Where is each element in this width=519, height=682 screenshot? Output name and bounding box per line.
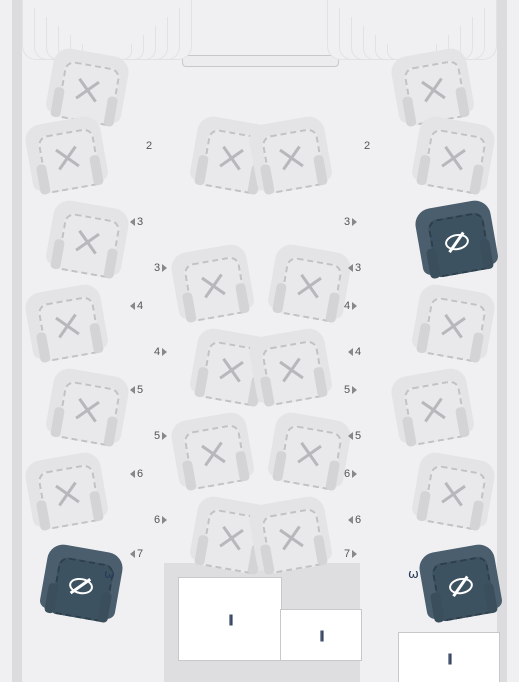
seat-3K[interactable] [422, 207, 494, 288]
row-label: 3 [348, 262, 361, 274]
seat-4A[interactable] [32, 291, 104, 372]
stairs [327, 0, 497, 60]
blocked-icon [68, 576, 94, 596]
row-label: 4 [154, 346, 167, 358]
seat-4G[interactable] [256, 335, 328, 416]
row-label: 5 [344, 384, 357, 396]
row-label: 5 [130, 384, 143, 396]
row-label: 3 [130, 216, 143, 228]
seat-5K[interactable] [398, 375, 470, 456]
seat-4K[interactable] [416, 291, 488, 372]
row-label: 2 [364, 140, 370, 152]
seat-6A[interactable] [32, 459, 104, 540]
galley: ||| [280, 609, 362, 661]
galley-icon: ||| [228, 612, 231, 626]
row-label: 5 [348, 430, 361, 442]
galley: ||| [178, 577, 282, 661]
row-label: 4 [344, 300, 357, 312]
seat-2G[interactable] [256, 123, 328, 204]
seat-3A[interactable] [50, 207, 122, 288]
fuselage-left [12, 0, 22, 682]
seat-7A[interactable] [44, 551, 116, 632]
row-label: 4 [130, 300, 143, 312]
bassinet-icon: ⍵ [104, 568, 116, 580]
row-label: 6 [344, 468, 357, 480]
row-label: 5 [154, 430, 167, 442]
seat-2A[interactable] [32, 123, 104, 204]
row-label: 2 [146, 140, 152, 152]
row-label: 4 [348, 346, 361, 358]
row-label: 7 [344, 548, 357, 560]
seat-3D[interactable] [178, 251, 250, 332]
row-label: 6 [130, 468, 143, 480]
row-label: 3 [154, 262, 167, 274]
galley-icon: ||| [319, 628, 322, 642]
seat-6G[interactable] [256, 503, 328, 584]
row-label: 3 [344, 216, 357, 228]
stairs [22, 0, 192, 60]
seat-5D[interactable] [178, 419, 250, 500]
galley: ||| [398, 632, 500, 682]
seat-5G[interactable] [272, 419, 344, 500]
galley-icon: ||| [447, 651, 450, 665]
bassinet-icon: ⍵ [408, 568, 420, 580]
row-label: 6 [348, 514, 361, 526]
seat-7K[interactable] [426, 551, 498, 632]
row-label: 6 [154, 514, 167, 526]
seat-5A[interactable] [50, 375, 122, 456]
seat-6K[interactable] [416, 459, 488, 540]
row-label: 7 [130, 548, 143, 560]
seat-map: 2 2 3 3 3 3 4 4 4 4 5 5 5 5 6 6 6 6 7 7 ||| ||| ||| ⍵ ⍵ [0, 0, 519, 682]
seat-2K[interactable] [416, 123, 488, 204]
cabin-divider [182, 55, 339, 67]
seat-3G[interactable] [272, 251, 344, 332]
